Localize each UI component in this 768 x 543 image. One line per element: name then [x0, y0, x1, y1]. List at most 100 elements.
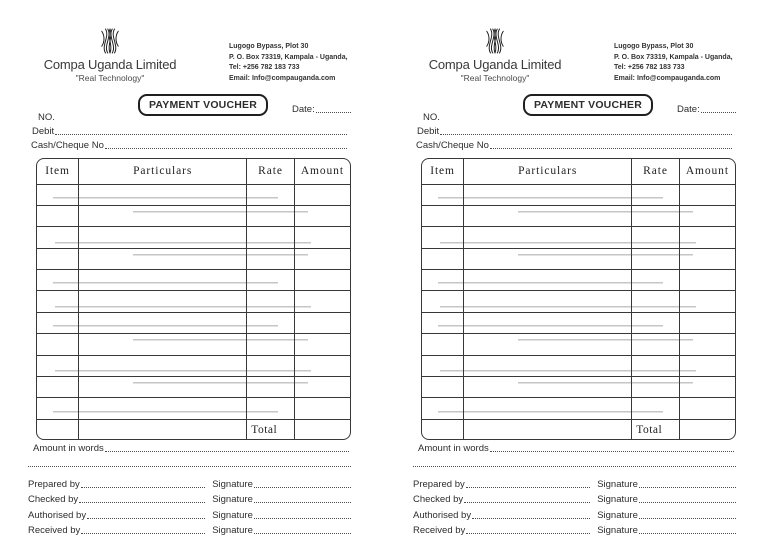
column-header-item: Item — [45, 165, 70, 178]
table-row — [37, 397, 350, 420]
prepared-by-label: Prepared by — [28, 478, 80, 490]
table-cell-empty — [37, 333, 79, 356]
table-cell-empty — [293, 247, 350, 270]
column-header-amount: Amount — [293, 159, 350, 184]
checked-by-dotted-line — [79, 502, 206, 503]
address-line: P. O. Box 73319, Kampala - Uganda, — [229, 53, 348, 61]
table-cell-empty — [246, 247, 295, 270]
voucher-table-body — [422, 183, 735, 420]
table-cell-empty — [37, 183, 79, 206]
table-cell-empty — [246, 183, 295, 206]
table-cell-empty — [463, 290, 632, 313]
company-name: Compa Uganda Limited — [428, 57, 562, 72]
column-header-rate: Rate — [246, 159, 295, 184]
approval-row: Checked by Signature — [28, 490, 352, 505]
table-cell-empty — [631, 183, 680, 206]
voucher-title-badge: PAYMENT VOUCHER — [523, 94, 654, 116]
signature-label: Signature — [597, 494, 638, 505]
table-cell-empty — [463, 269, 632, 291]
signature-label: Signature — [212, 478, 253, 490]
table-cell-empty — [422, 333, 464, 356]
table-cell-empty — [78, 376, 247, 398]
amount-in-words-dotted-line — [104, 451, 349, 452]
table-cell-empty — [678, 397, 735, 420]
items-table: Item Particulars Rate Amount Total — [36, 158, 351, 440]
signature-dotted-line — [638, 517, 736, 519]
table-cell-empty — [37, 397, 79, 420]
table-cell-empty — [78, 290, 247, 313]
table-cell-empty — [246, 290, 295, 313]
table-cell-empty — [37, 311, 79, 334]
table-cell-empty — [463, 397, 632, 420]
signature-label: Signature — [597, 525, 638, 536]
cash-cheque-dotted-line — [489, 148, 732, 149]
approval-signature-block: Prepared by Signature Checked by Signatu… — [413, 474, 737, 536]
table-cell-empty — [631, 376, 680, 398]
table-header-row: Item Particulars Rate Amount — [422, 159, 735, 184]
total-label: Total — [246, 418, 295, 439]
table-row — [422, 226, 735, 249]
column-header-particulars: Particulars — [463, 159, 632, 184]
approval-row: Checked by Signature — [413, 490, 737, 505]
table-cell-empty — [422, 269, 464, 291]
table-cell-empty — [293, 290, 350, 313]
table-cell-empty — [246, 204, 295, 227]
table-cell-empty — [37, 226, 79, 249]
table-cell-empty — [293, 311, 350, 334]
debit-dotted-line — [55, 134, 347, 135]
address-line: Tel: +256 782 183 733 — [614, 64, 685, 71]
company-address: Lugogo Bypass, Plot 30 P. O. Box 73319, … — [614, 42, 744, 84]
table-cell-empty — [37, 376, 79, 398]
total-amount-cell — [678, 418, 735, 439]
dotted-separator-line — [28, 466, 351, 467]
signature-label: Signature — [597, 478, 638, 490]
total-label: Total — [631, 418, 680, 439]
table-cell-empty — [422, 354, 464, 377]
table-cell-empty — [293, 183, 350, 206]
amount-in-words-field: Amount in words — [418, 443, 735, 454]
table-row — [422, 204, 735, 227]
table-cell-empty — [422, 183, 464, 206]
authorised-by-label: Authorised by — [28, 509, 87, 521]
company-logo-icon — [101, 28, 119, 54]
table-row — [37, 376, 350, 398]
company-tagline: "Real Technology" — [75, 73, 145, 83]
signature-dotted-line — [638, 486, 736, 488]
debit-label: Debit — [32, 126, 55, 137]
approval-row: Authorised by Signature — [28, 505, 352, 521]
table-cell-empty — [422, 204, 464, 227]
table-row — [37, 354, 350, 377]
table-cell-empty — [78, 269, 247, 291]
table-cell-empty — [246, 397, 295, 420]
table-cell-empty — [678, 247, 735, 270]
table-cell-empty — [78, 204, 247, 227]
table-row — [422, 290, 735, 313]
table-cell-empty — [246, 311, 295, 334]
approval-row: Prepared by Signature — [28, 474, 352, 490]
table-cell-empty — [422, 226, 464, 249]
table-cell-empty — [78, 354, 247, 377]
address-line: Email: Info@compauganda.com — [229, 74, 336, 82]
approval-signature-block: Prepared by Signature Checked by Signatu… — [28, 474, 352, 536]
table-row — [37, 333, 350, 356]
table-cell-empty — [78, 226, 247, 249]
table-cell-empty — [78, 183, 247, 206]
address-line: Tel: +256 782 183 733 — [229, 64, 300, 71]
received-by-label: Received by — [413, 525, 466, 536]
prepared-by-dotted-line — [465, 486, 591, 488]
table-cell-empty — [463, 183, 632, 206]
table-cell-empty — [37, 290, 79, 313]
table-cell-empty — [78, 247, 247, 270]
table-cell-empty — [678, 311, 735, 334]
column-header-item: Item — [430, 165, 455, 178]
signature-dotted-line — [253, 502, 351, 503]
date-dotted-line — [700, 112, 736, 113]
table-cell-empty — [463, 204, 632, 227]
brand-block: Compa Uganda Limited "Real Technology" — [31, 26, 189, 83]
column-header-rate: Rate — [631, 159, 680, 184]
voucher-title-badge: PAYMENT VOUCHER — [138, 94, 269, 116]
table-cell-empty — [463, 226, 632, 249]
total-amount-cell — [293, 418, 350, 439]
authorised-by-dotted-line — [472, 517, 591, 519]
table-cell-empty — [293, 269, 350, 291]
